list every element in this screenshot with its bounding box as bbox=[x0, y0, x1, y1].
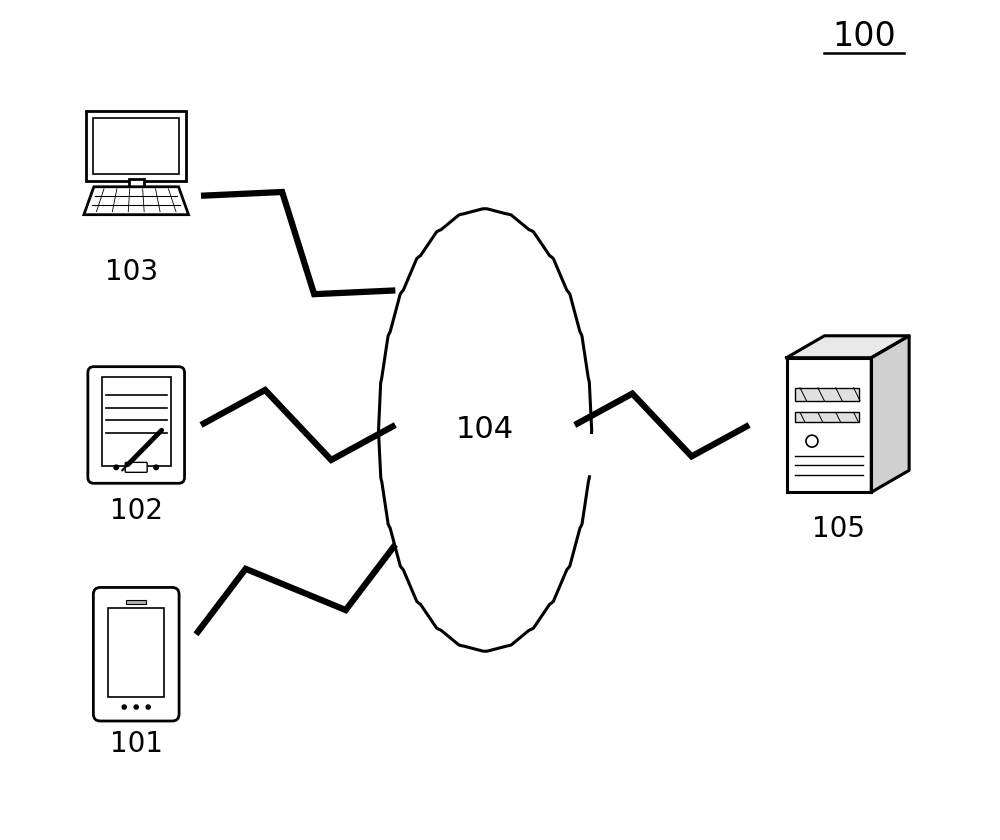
Circle shape bbox=[113, 465, 119, 470]
Bar bbox=[93, 118, 179, 174]
Bar bbox=[795, 388, 859, 401]
Text: 101: 101 bbox=[110, 730, 163, 758]
Text: 103: 103 bbox=[105, 258, 158, 286]
Polygon shape bbox=[787, 336, 909, 358]
Polygon shape bbox=[84, 186, 189, 215]
Text: 102: 102 bbox=[110, 496, 163, 525]
Bar bbox=[108, 607, 164, 697]
Text: 100: 100 bbox=[832, 20, 896, 53]
FancyBboxPatch shape bbox=[125, 462, 147, 472]
Circle shape bbox=[153, 465, 159, 470]
Polygon shape bbox=[378, 208, 592, 651]
Circle shape bbox=[806, 435, 818, 447]
Text: 104: 104 bbox=[456, 416, 514, 444]
Bar bbox=[787, 358, 871, 492]
Bar bbox=[795, 412, 859, 423]
Polygon shape bbox=[871, 336, 909, 492]
FancyBboxPatch shape bbox=[88, 367, 185, 483]
Circle shape bbox=[121, 704, 127, 710]
Text: 105: 105 bbox=[812, 515, 865, 543]
Circle shape bbox=[145, 704, 151, 710]
Circle shape bbox=[133, 704, 139, 710]
Bar bbox=[126, 600, 146, 604]
Bar bbox=[86, 111, 186, 181]
Bar bbox=[129, 179, 144, 186]
FancyBboxPatch shape bbox=[93, 587, 179, 721]
Bar bbox=[102, 376, 171, 465]
